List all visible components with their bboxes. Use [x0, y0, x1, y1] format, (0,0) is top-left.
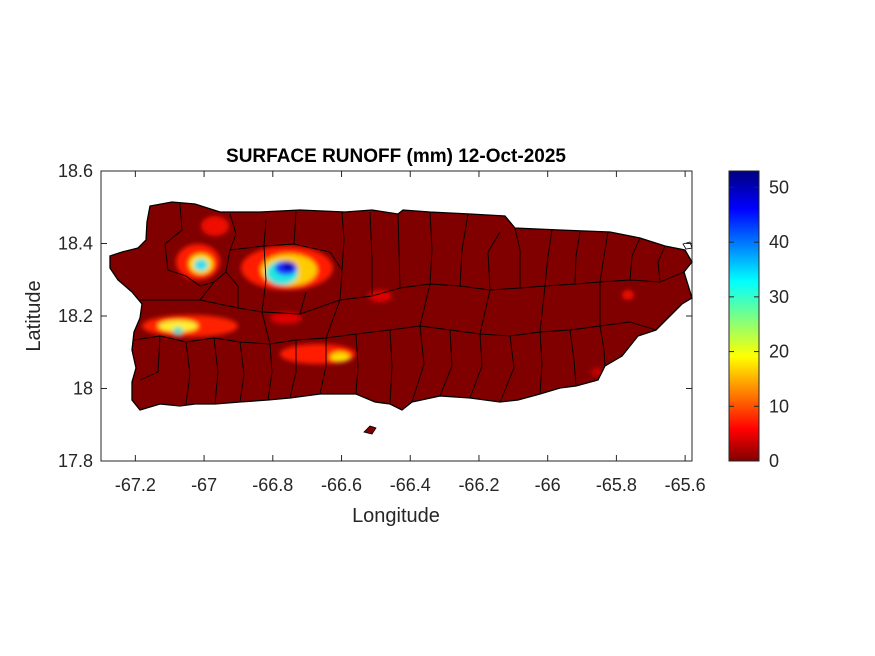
caja-de-muertos-islet	[363, 425, 377, 435]
y-axis: 17.8 18 18.2 18.4 18.6	[58, 161, 692, 471]
colorbar-tick-label: 0	[769, 451, 779, 471]
colorbar-tick-label: 50	[769, 177, 789, 197]
puerto-rico-runoff-field	[110, 202, 692, 410]
municipality-boundaries	[133, 203, 685, 405]
colorbar-tick-label: 10	[769, 396, 789, 416]
x-tick-label: -66.2	[458, 475, 499, 495]
y-axis-label: Latitude	[23, 280, 45, 351]
hotspot-northwest-band	[201, 216, 229, 236]
y-tick-label: 18.2	[58, 306, 93, 326]
y-tick-label: 18.6	[58, 161, 93, 181]
hotspot-west-band-cyan	[173, 327, 183, 335]
x-tick-label: -67.2	[115, 475, 156, 495]
runoff-hotspots	[142, 216, 634, 376]
hotspot-northwest-cyan	[194, 259, 208, 271]
colorbar-tick-label: 20	[769, 342, 789, 362]
hotspot-west-central-minor	[270, 312, 302, 324]
island-coastline	[109, 201, 693, 411]
x-tick-label: -65.8	[596, 475, 637, 495]
desecheo-islet	[682, 241, 693, 250]
x-tick-label: -67	[191, 475, 217, 495]
colorbar	[728, 170, 760, 462]
y-tick-label: 17.8	[58, 451, 93, 471]
x-tick-label: -65.6	[665, 475, 706, 495]
y-tick-label: 18	[73, 379, 93, 399]
colorbar-tick-label: 40	[769, 232, 789, 252]
chart-title: SURFACE RUNOFF (mm) 12-Oct-2025	[226, 146, 566, 167]
hotspot-central-minor	[368, 290, 392, 302]
x-axis-label: Longitude	[352, 505, 440, 527]
colorbar-ticks: 0 10 20 30 40 50	[729, 177, 789, 471]
hotspot-southeast-minor	[591, 368, 603, 376]
x-tick-label: -66.8	[252, 475, 293, 495]
x-tick-label: -66.4	[390, 475, 431, 495]
x-tick-label: -66	[535, 475, 561, 495]
y-tick-label: 18.4	[58, 234, 93, 254]
hotspot-central-west-core	[283, 262, 293, 270]
x-tick-label: -66.6	[321, 475, 362, 495]
x-axis: -67.2 -67 -66.8 -66.6 -66.4 -66.2 -66 -65.8 -65.…	[115, 171, 706, 495]
hotspot-southwest-band-yellow	[330, 352, 350, 362]
colorbar-tick-label: 30	[769, 287, 789, 307]
hotspot-west-band-yellow	[158, 320, 198, 332]
hotspot-east-minor	[622, 290, 634, 300]
